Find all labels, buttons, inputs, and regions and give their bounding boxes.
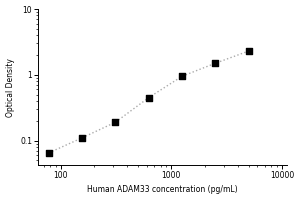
Y-axis label: Optical Density: Optical Density [6, 58, 15, 117]
Point [213, 62, 218, 65]
Point [113, 121, 118, 124]
Point [246, 49, 251, 53]
X-axis label: Human ADAM33 concentration (pg/mL): Human ADAM33 concentration (pg/mL) [87, 185, 237, 194]
Point [146, 96, 151, 99]
Point [180, 75, 184, 78]
Point [80, 136, 85, 139]
Point [46, 151, 51, 154]
